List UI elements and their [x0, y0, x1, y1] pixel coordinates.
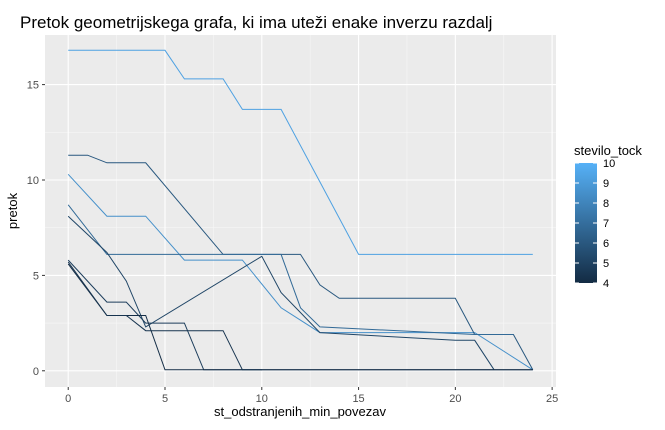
legend-title: stevilo_tock: [574, 143, 642, 158]
x-tick-label: 10: [256, 393, 268, 405]
chart-title: Pretok geometrijskega grafa, ki ima utež…: [20, 13, 492, 32]
legend-tick-label: 8: [603, 198, 609, 210]
minor-gridlines: [45, 35, 556, 387]
series-line: [67, 173, 534, 371]
legend: stevilo_tock 4 5 6 7 8 9 10: [574, 143, 642, 290]
series-lines: [67, 49, 534, 371]
y-tick-label: 0: [33, 366, 39, 378]
series-line: [67, 204, 514, 335]
legend-tick-label: 4: [603, 278, 609, 290]
legend-tick-label: 10: [603, 158, 615, 170]
series-line: [68, 49, 533, 255]
legend-tick-label: 9: [603, 178, 609, 190]
legend-colorbar: [575, 163, 597, 283]
x-axis-title: st_odstranjenih_min_povezav: [214, 404, 386, 419]
y-tick-label: 15: [27, 80, 39, 92]
x-tick-label: 25: [546, 393, 558, 405]
x-tick-label: 20: [449, 393, 461, 405]
x-axis: 0 5 10 15 20 25: [65, 387, 558, 405]
series-line: [67, 215, 495, 371]
y-axis-title: pretok: [5, 192, 20, 229]
y-axis: 0 5 10 15: [27, 80, 45, 378]
x-tick-label: 15: [352, 393, 364, 405]
y-tick-label: 10: [27, 175, 39, 187]
x-tick-label: 5: [162, 393, 168, 405]
y-tick-label: 5: [33, 270, 39, 282]
major-gridlines: [45, 35, 556, 387]
series-line: [67, 261, 262, 371]
legend-tick-label: 7: [603, 218, 609, 230]
legend-ticks: 4 5 6 7 8 9 10: [575, 158, 615, 290]
x-tick-label: 0: [65, 393, 71, 405]
legend-tick-label: 6: [603, 238, 609, 250]
legend-tick-label: 5: [603, 258, 609, 270]
